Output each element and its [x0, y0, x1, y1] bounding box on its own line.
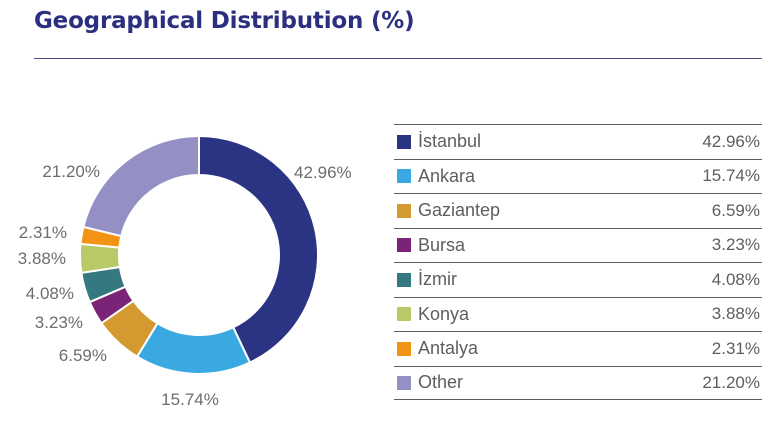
legend-value: 2.31%: [711, 338, 760, 358]
slice-konya: [79, 242, 122, 274]
legend-swatch: [397, 134, 411, 149]
legend-table: İstanbul 42.96% Ankara 15.74% Gaziantep 6.59%…: [394, 124, 762, 400]
legend-row: Other 21.20%: [394, 365, 762, 400]
legend-swatch: [397, 169, 411, 184]
legend-label: Gaziantep: [418, 200, 501, 221]
legend-row: İstanbul 42.96%: [394, 124, 762, 159]
legend-value: 42.96%: [702, 131, 760, 151]
legend-row: Bursa 3.23%: [394, 227, 762, 263]
legend-label: Ankara: [418, 165, 476, 186]
data-label-gaziantep: 6.59%: [59, 346, 107, 365]
legend-label: İstanbul: [418, 131, 482, 152]
legend-label: Konya: [418, 303, 470, 324]
legend-row: Ankara 15.74%: [394, 158, 762, 194]
legend-value: 21.20%: [702, 372, 760, 392]
data-label-konya: 3.88%: [18, 249, 66, 268]
legend-label: Antalya: [418, 338, 479, 359]
data-label-bursa: 3.23%: [35, 313, 83, 332]
data-label-other: 21.20%: [42, 162, 100, 181]
legend-row: İzmir 4.08%: [394, 262, 762, 297]
legend-label: Bursa: [418, 234, 466, 255]
slice-i-stanbul: [198, 134, 319, 364]
legend-swatch: [397, 272, 411, 287]
legend-value: 3.23%: [711, 235, 760, 255]
legend-swatch: [397, 238, 411, 253]
data-label-i-stanbul: 42.96%: [294, 163, 352, 182]
page-title: Geographical Distribution (%): [34, 8, 415, 34]
legend-row: Konya 3.88%: [394, 296, 762, 332]
legend-swatch: [397, 307, 411, 322]
slice-ankara: [135, 321, 252, 375]
legend-row: Antalya 2.31%: [394, 331, 762, 366]
legend-value: 4.08%: [711, 269, 760, 289]
slice-other: [82, 134, 200, 238]
data-label-ankara: 15.74%: [161, 390, 219, 409]
legend-value: 6.59%: [711, 200, 760, 220]
legend-value: 3.88%: [711, 304, 760, 324]
legend-swatch: [397, 203, 411, 218]
legend-label: Other: [418, 372, 464, 393]
data-label-antalya: 2.31%: [19, 223, 67, 242]
legend-value: 15.74%: [702, 166, 760, 186]
legend-label: İzmir: [418, 269, 457, 290]
title-divider: [34, 58, 762, 59]
data-label-i-zmir: 4.08%: [26, 284, 74, 303]
legend-swatch: [397, 375, 411, 390]
legend-swatch: [397, 341, 411, 356]
legend-row: Gaziantep 6.59%: [394, 193, 762, 228]
